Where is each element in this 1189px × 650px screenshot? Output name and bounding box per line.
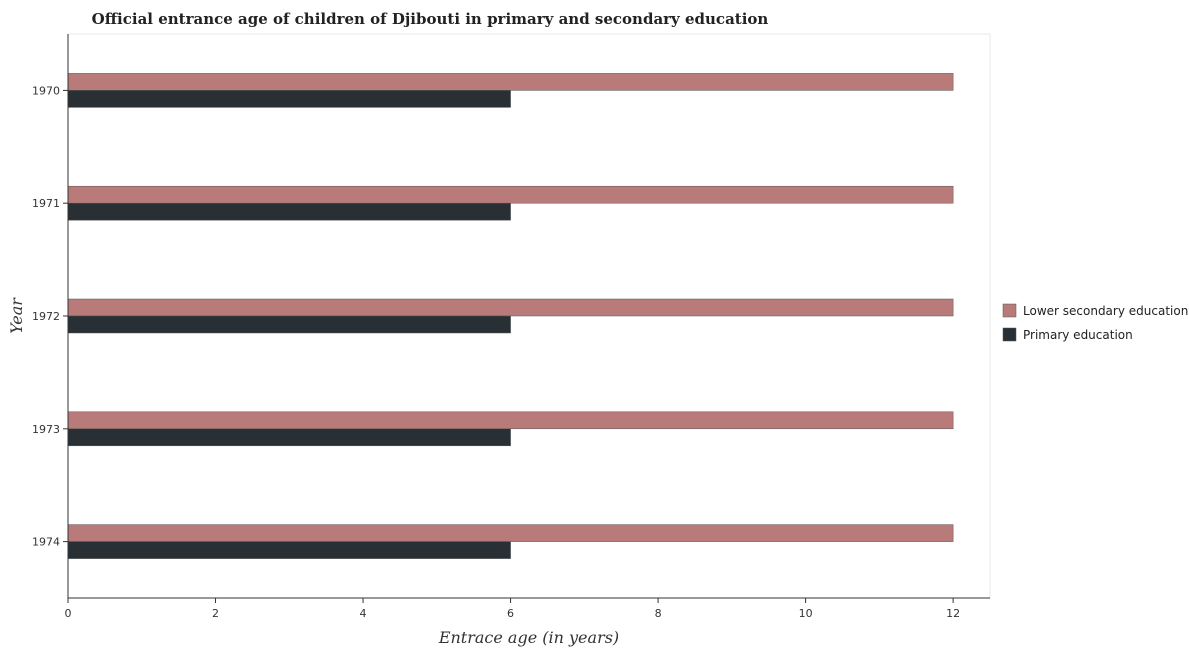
x-tick-label: 2 — [212, 607, 219, 620]
legend-label-primary: Primary education — [1023, 328, 1133, 342]
x-axis-label: Entrace age (in years) — [438, 628, 619, 647]
bar-lower-secondary-1970 — [68, 73, 953, 90]
legend-swatch-primary — [1003, 328, 1016, 341]
bar-lower-secondary-1974 — [68, 525, 953, 542]
y-axis-ticks: 1970 1971 1972 1973 1974 — [32, 84, 68, 548]
legend-swatch-lower-secondary — [1003, 304, 1016, 317]
bar-lower-secondary-1973 — [68, 412, 953, 429]
x-axis-ticks: 0 2 4 6 8 10 12 — [65, 598, 961, 620]
x-tick-label: 8 — [655, 607, 662, 620]
y-tick-label: 1973 — [32, 423, 60, 436]
y-tick-label: 1971 — [32, 197, 60, 210]
x-tick-label: 10 — [799, 607, 813, 620]
x-tick-label: 4 — [360, 607, 367, 620]
x-tick-label: 12 — [946, 607, 960, 620]
y-tick-label: 1972 — [32, 310, 60, 323]
chart-title: Official entrance age of children of Dji… — [92, 10, 769, 28]
bar-primary-1973 — [68, 429, 511, 446]
legend: Lower secondary education Primary educati… — [1003, 304, 1188, 342]
y-tick-label: 1970 — [32, 84, 60, 97]
x-tick-label: 6 — [507, 607, 514, 620]
legend-label-lower-secondary: Lower secondary education — [1023, 304, 1188, 318]
y-tick-label: 1974 — [32, 536, 60, 549]
y-axis-label: Year — [7, 297, 26, 334]
bar-primary-1972 — [68, 316, 511, 333]
bar-lower-secondary-1972 — [68, 299, 953, 316]
bar-primary-1970 — [68, 90, 511, 107]
bar-lower-secondary-1971 — [68, 186, 953, 203]
bar-primary-1971 — [68, 203, 511, 220]
x-tick-label: 0 — [65, 607, 72, 620]
bar-primary-1974 — [68, 542, 511, 559]
